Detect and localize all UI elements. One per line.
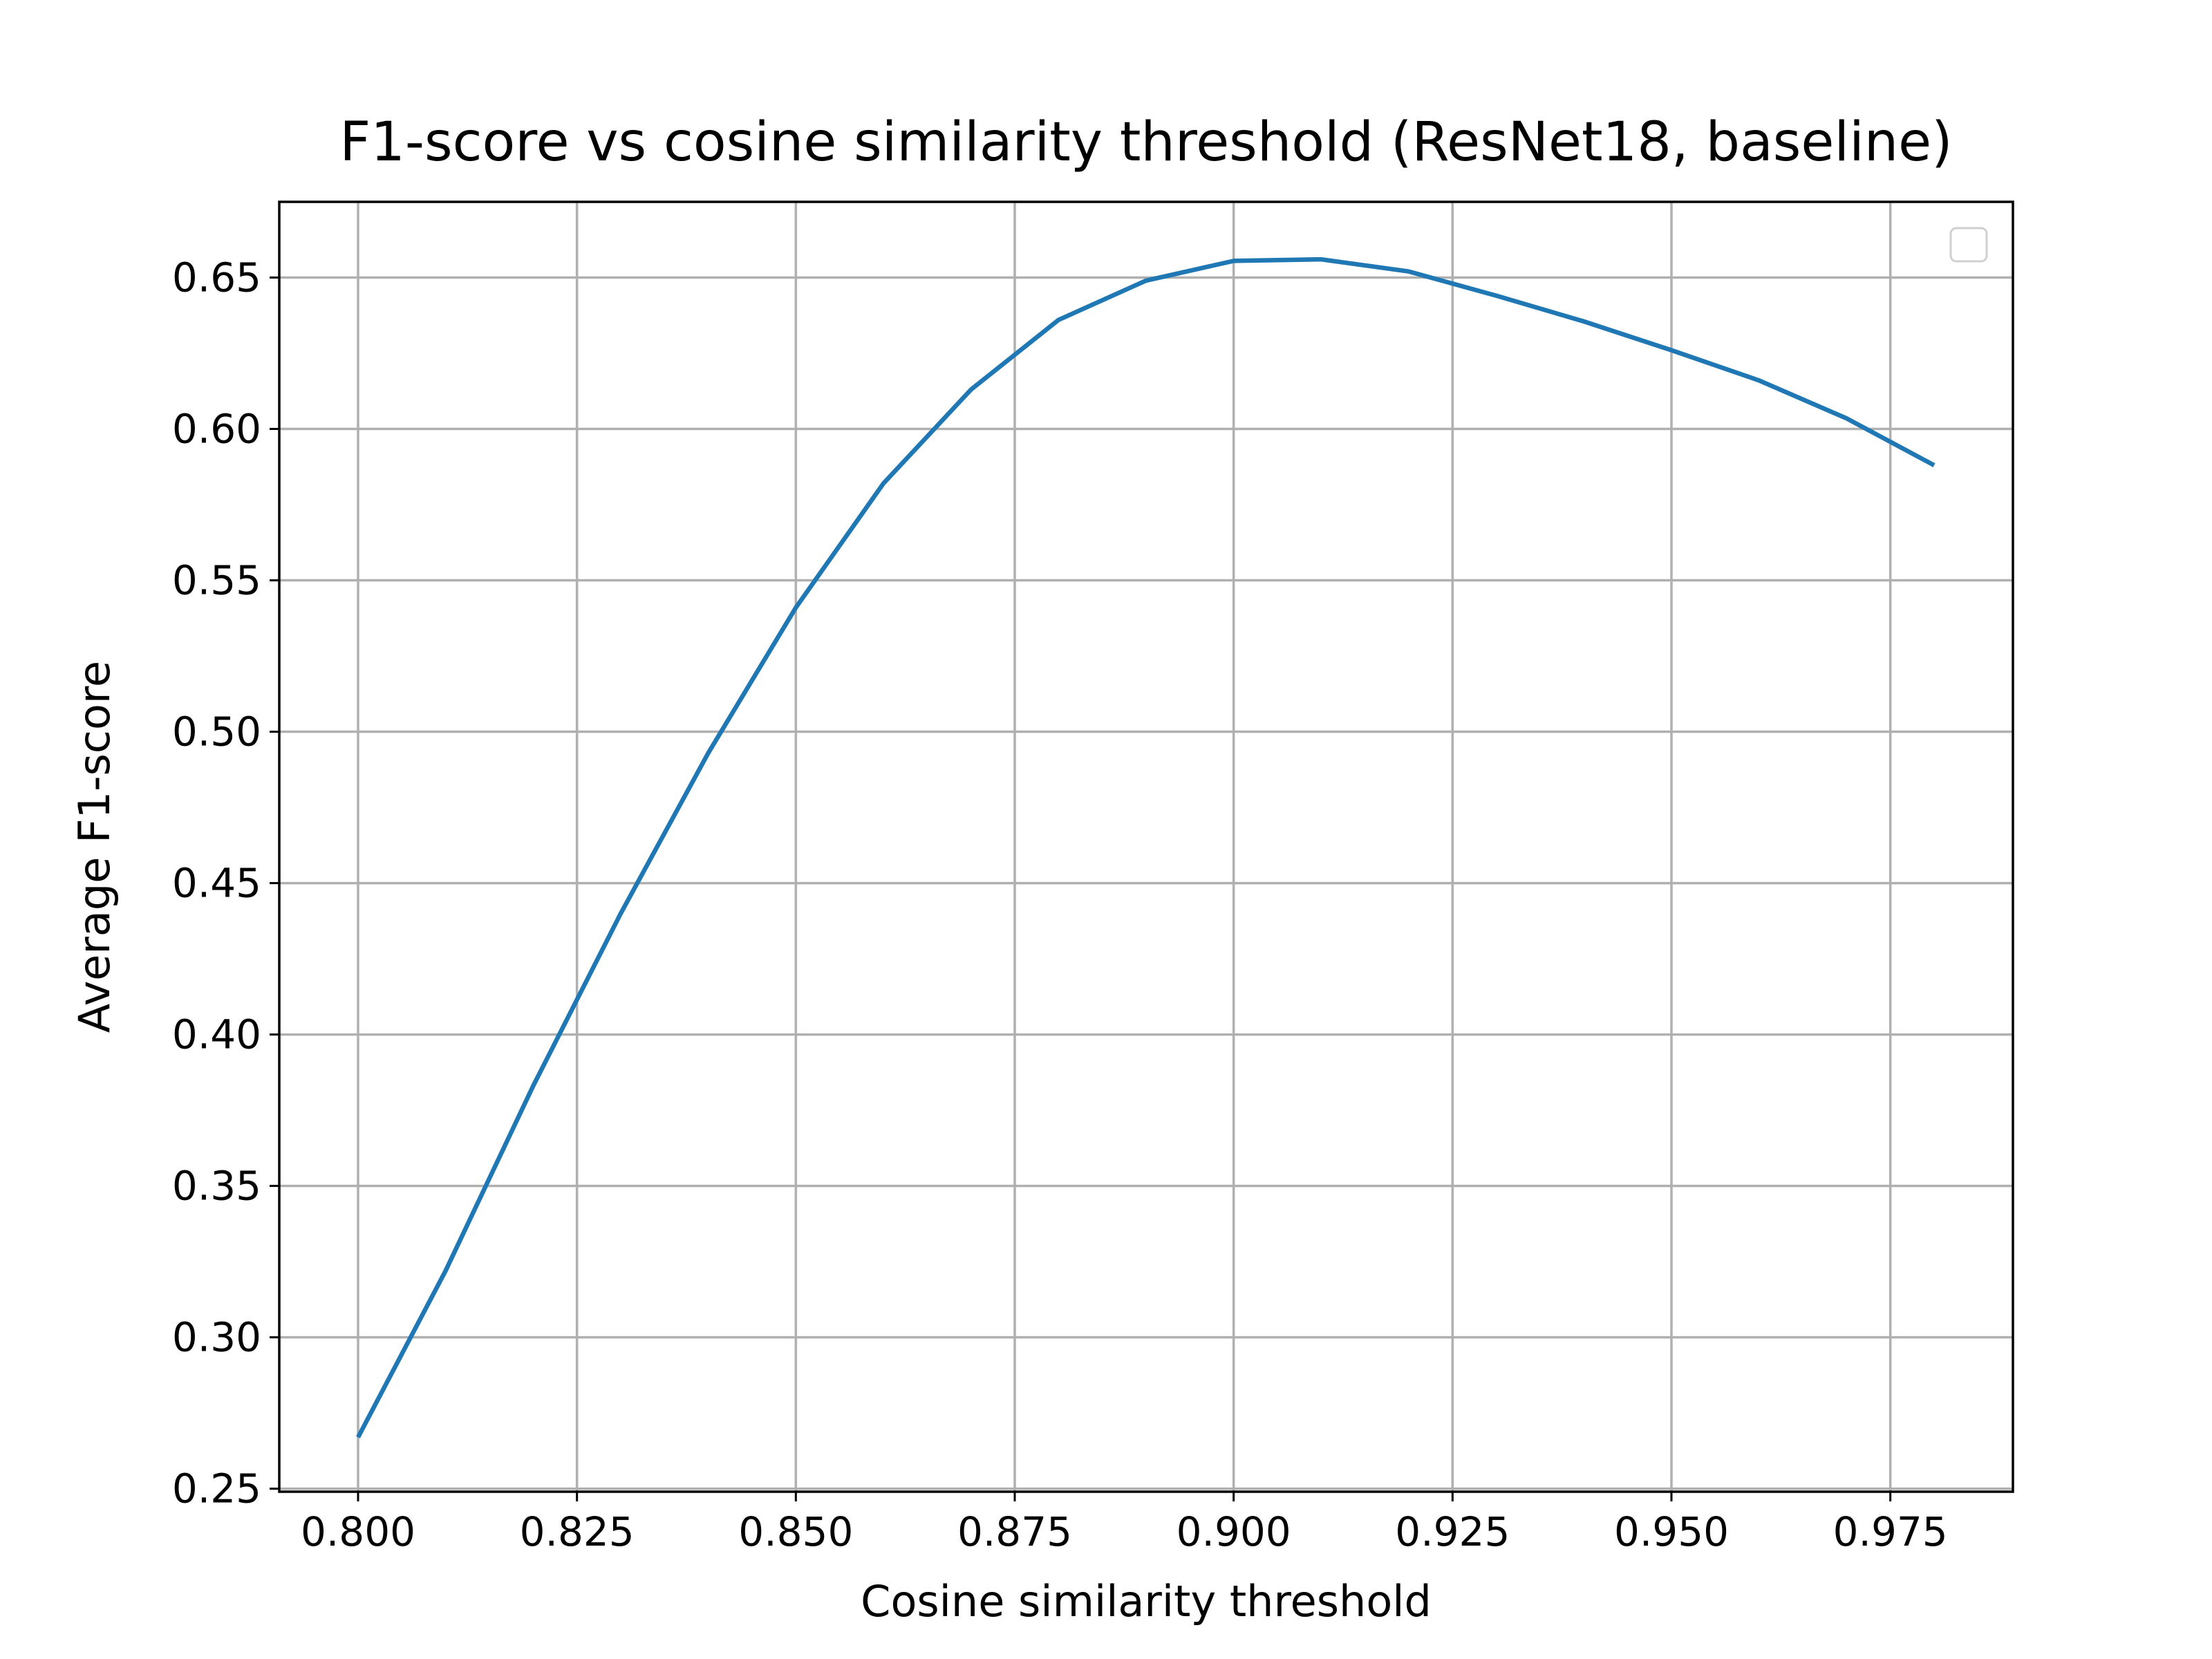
data-point — [969, 388, 973, 392]
y-tick-label: 0.55 — [172, 557, 261, 604]
data-point — [1757, 378, 1761, 382]
x-tick-label: 0.900 — [1177, 1508, 1291, 1555]
data-point — [881, 481, 885, 485]
x-tick-label: 0.950 — [1614, 1508, 1729, 1555]
axis-ticks: 0.800 0.825 0.850 0.875 0.900 0.925 0.950 0.975… — [172, 254, 1948, 1555]
data-point — [1494, 294, 1499, 298]
x-tick-label: 0.925 — [1395, 1508, 1510, 1555]
x-tick-label: 0.800 — [301, 1508, 415, 1555]
x-tick-label: 0.975 — [1833, 1508, 1948, 1555]
series-layer — [356, 256, 1936, 1439]
series-line — [356, 256, 1936, 1438]
data-point — [1582, 319, 1586, 324]
legend — [1949, 227, 1988, 263]
x-axis-label: Cosine similarity threshold — [861, 1576, 1432, 1627]
x-tick-label: 0.850 — [738, 1508, 853, 1555]
y-axis-label: Average F1-score — [69, 661, 120, 1033]
x-tick-label: 0.825 — [520, 1508, 635, 1555]
data-point — [1669, 348, 1674, 353]
data-point — [1056, 318, 1060, 322]
data-point — [1319, 257, 1323, 261]
y-tick-label: 0.25 — [172, 1465, 261, 1512]
y-tick-label: 0.45 — [172, 860, 261, 907]
data-point — [619, 911, 623, 915]
data-point — [444, 1268, 448, 1273]
data-point — [1144, 279, 1148, 283]
data-point — [531, 1084, 535, 1088]
data-point — [356, 1435, 360, 1439]
gridlines — [279, 202, 2013, 1492]
plot-area-frame — [278, 200, 2014, 1493]
y-tick-label: 0.65 — [172, 254, 261, 301]
y-tick-label: 0.30 — [172, 1314, 261, 1361]
chart-title: F1-score vs cosine similarity threshold … — [339, 111, 1952, 174]
y-tick-label: 0.35 — [172, 1163, 261, 1210]
legend-box — [1949, 227, 1988, 263]
data-point — [1407, 270, 1411, 274]
data-point — [794, 606, 798, 610]
x-tick-label: 0.875 — [957, 1508, 1072, 1555]
y-tick-label: 0.40 — [172, 1011, 261, 1058]
data-point — [1232, 259, 1236, 263]
y-tick-label: 0.50 — [172, 709, 261, 756]
y-tick-label: 0.60 — [172, 406, 261, 453]
data-point — [706, 751, 711, 755]
data-point — [1932, 463, 1936, 467]
data-point — [1844, 416, 1848, 420]
